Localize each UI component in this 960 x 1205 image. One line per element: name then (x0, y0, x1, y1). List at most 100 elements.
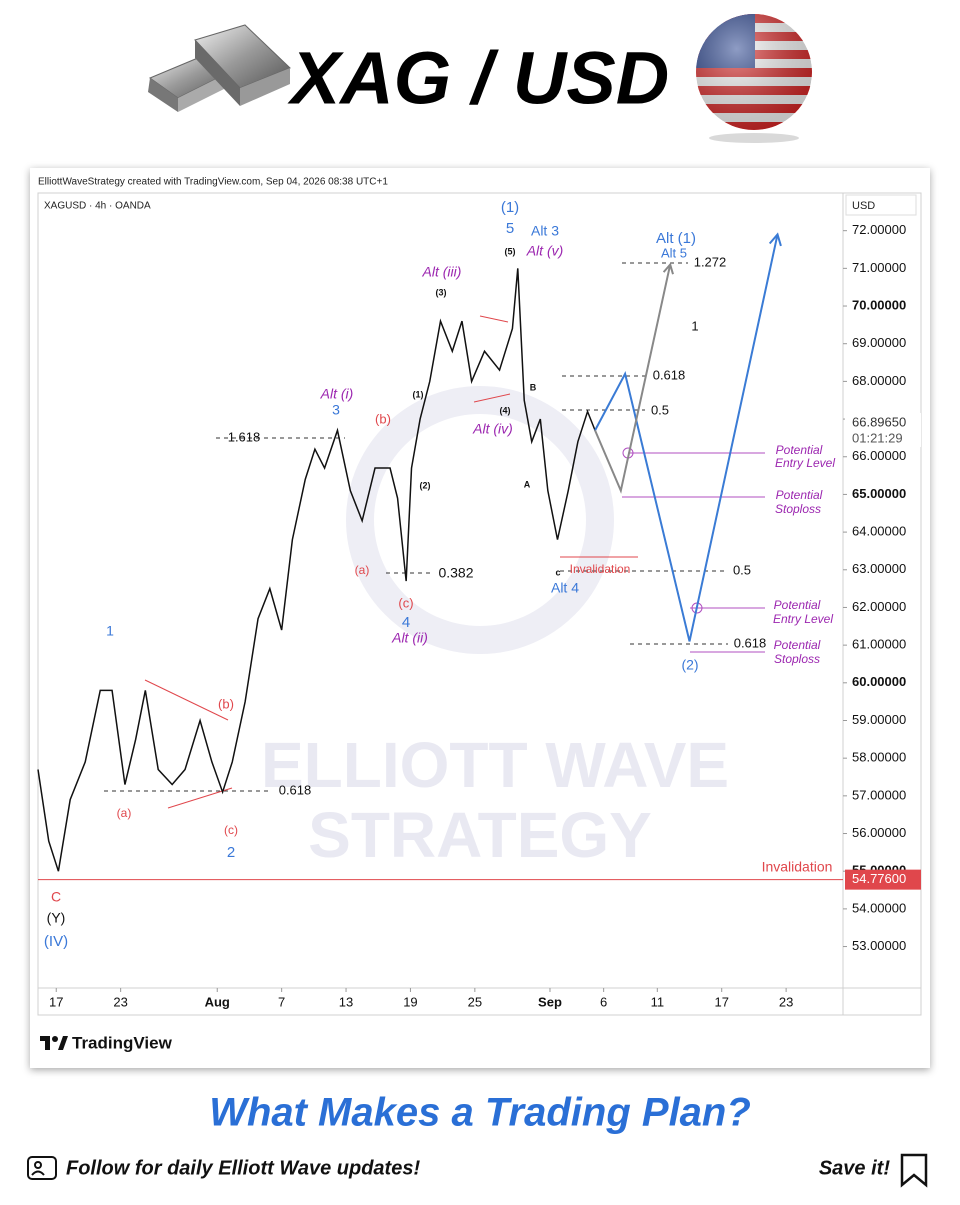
wave-label: Alt (v) (526, 243, 564, 259)
wave-label: (1) (501, 199, 519, 216)
y-axis-label: USD (852, 200, 875, 212)
wave-label: 0.618 (653, 367, 686, 382)
countdown: 01:21:29 (852, 430, 903, 445)
x-tick-label: 23 (779, 994, 793, 1009)
wave-label: Alt 5 (661, 245, 687, 260)
x-tick-label: 17 (714, 994, 728, 1009)
follow-icon (27, 1156, 57, 1180)
wave-label: 0.618 (279, 782, 312, 797)
x-tick-label: 13 (339, 994, 353, 1009)
wave-label: (b) (375, 411, 391, 426)
y-tick-label: 65.00000 (852, 486, 906, 501)
wave-label: (3) (436, 287, 447, 297)
y-tick-label: 62.00000 (852, 599, 906, 614)
wave-label: Entry Level (775, 456, 835, 470)
y-tick-label: 66.00000 (852, 448, 906, 463)
wave-label: (a) (117, 806, 132, 820)
wave-label: Stoploss (774, 652, 820, 666)
wave-label: (Y) (47, 910, 66, 926)
wave-label: (2) (681, 657, 698, 673)
watermark-line: STRATEGY (308, 799, 652, 871)
x-tick-label: 6 (600, 994, 607, 1009)
y-tick-label: 64.00000 (852, 524, 906, 539)
bookmark-icon[interactable] (900, 1153, 928, 1188)
silver-bars-icon (148, 24, 291, 112)
y-tick-label: 58.00000 (852, 750, 906, 765)
x-tick-label: Aug (205, 994, 230, 1009)
wave-label: Alt 3 (531, 223, 559, 239)
wave-label: A (524, 479, 531, 489)
x-tick-label: 11 (651, 994, 665, 1009)
y-tick-label: 63.00000 (852, 561, 906, 576)
wave-label: Alt (iii) (422, 264, 462, 280)
wave-label: (a) (355, 563, 370, 577)
wave-label: 2 (227, 844, 235, 861)
wave-label: Invalidation (570, 562, 631, 576)
x-tick-label: 19 (403, 994, 417, 1009)
y-tick-label: 72.00000 (852, 222, 906, 237)
wave-label: 5 (506, 220, 514, 237)
wave-label: (1) (413, 389, 424, 399)
wave-label: Potential (774, 598, 821, 612)
y-tick-label: 70.00000 (852, 297, 906, 312)
y-tick-label: 61.00000 (852, 637, 906, 652)
wave-label: Entry Level (773, 612, 833, 626)
wave-label: 0.5 (651, 402, 669, 417)
y-tick-label: 54.00000 (852, 900, 906, 915)
wave-label: Alt (ii) (391, 630, 428, 646)
wave-label: (4) (500, 405, 511, 415)
arrow-head (662, 262, 674, 275)
last-price: 66.89650 (852, 414, 906, 429)
wave-label: Alt (i) (320, 386, 354, 402)
wave-label: Potential (776, 443, 823, 457)
wave-label: C (51, 889, 61, 905)
chart-frame (37, 192, 922, 1016)
y-tick-label: 69.00000 (852, 335, 906, 350)
triangles (144, 315, 638, 809)
wave-label: Alt (1) (656, 230, 696, 247)
chart-card (30, 168, 930, 1068)
fib-lines (104, 262, 728, 792)
wave-label: 0.382 (438, 565, 473, 581)
brand: TradingView (72, 1033, 173, 1052)
credit: ElliottWaveStrategy created with Trading… (38, 177, 388, 188)
wave-label: (c) (398, 595, 413, 610)
wave-label: Invalidation (762, 859, 833, 875)
wave-label: 1.272 (694, 254, 727, 269)
y-axis-label-box (845, 194, 917, 216)
x-tick-label: 17 (49, 994, 63, 1009)
tradingview-logo: TradingView (40, 1033, 173, 1052)
arrow-head (768, 232, 782, 247)
wave-label: 4 (402, 614, 410, 631)
x-tick-label: 7 (278, 994, 285, 1009)
wave-label: Alt 4 (551, 580, 579, 596)
wave-label: Alt (iv) (472, 421, 513, 437)
headline: What Makes a Trading Plan? (209, 1091, 751, 1135)
projection-line (594, 264, 672, 494)
watermark: ELLIOTT WAVE STRATEGY (261, 386, 729, 871)
follow-text: Follow for daily Elliott Wave updates! (66, 1157, 420, 1179)
wave-label: (5) (505, 246, 516, 256)
wave-label: 0.618 (734, 635, 767, 650)
y-tick-label: 57.00000 (852, 787, 906, 802)
y-tick-label: 53.00000 (852, 938, 906, 953)
header-title: XAG / USD (287, 37, 669, 120)
save-text[interactable]: Save it! (819, 1157, 890, 1179)
wave-label: 1.618 (228, 429, 261, 444)
invalidation-tag (845, 869, 921, 890)
wave-label: B (530, 382, 537, 392)
y-tick-label: 60.00000 (852, 674, 906, 689)
wave-label: Potential (776, 488, 823, 502)
invalidation-price: 54.77600 (852, 871, 906, 886)
wave-label: 3 (332, 402, 340, 418)
wave-label: (2) (420, 480, 431, 490)
wave-label: 0.5 (733, 562, 751, 577)
y-tick-label: 56.00000 (852, 825, 906, 840)
projection-line (594, 234, 779, 642)
x-tick-label: 23 (113, 994, 127, 1009)
y-tick-label: 59.00000 (852, 712, 906, 727)
price-line (37, 268, 596, 872)
wave-label: (IV) (44, 933, 68, 950)
